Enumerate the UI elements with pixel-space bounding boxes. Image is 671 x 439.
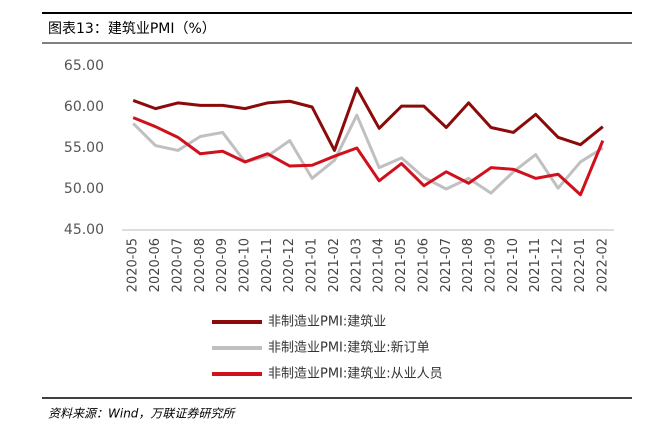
x-tick-label: 2020-12 [282,238,297,292]
x-tick-label: 2020-11 [260,238,275,292]
legend-label: 非制造业PMI:建筑业 [268,314,386,330]
x-tick-label: 2021-09 [484,238,499,292]
x-tick-label: 2021-07 [439,238,454,292]
x-tick-label: 2022-01 [573,238,588,292]
x-tick-label: 2020-09 [215,238,230,292]
x-tick-label: 2020-10 [238,238,253,292]
chart-title: 图表13：建筑业PMI（%） [48,21,216,37]
series-line [132,86,604,152]
x-tick-label: 2020-07 [170,238,185,292]
x-tick-label: 2021-05 [394,238,409,292]
y-tick-label: 60.00 [64,99,104,115]
legend-label: 非制造业PMI:建筑业:从业人员 [268,366,443,382]
legend-label: 非制造业PMI:建筑业:新订单 [268,340,430,356]
x-tick-label: 2021-06 [416,238,431,292]
x-tick-label: 2022-02 [595,238,610,292]
x-tick-label: 2021-03 [349,238,364,292]
y-tick-label: 45.00 [64,222,104,238]
source: 资料来源：Wind，万联证券研究所 [48,407,236,421]
x-tick-label: 2021-10 [506,238,521,292]
y-tick-label: 55.00 [64,140,104,156]
x-tick-label: 2020-06 [148,238,163,292]
y-tick-label: 65.00 [64,58,104,74]
series-line [132,116,605,197]
x-tick-label: 2021-02 [327,238,342,292]
x-tick-label: 2021-11 [528,238,543,292]
x-tick-label: 2020-05 [126,238,141,292]
x-tick-label: 2020-08 [193,238,208,292]
series-line [132,113,604,195]
x-tick-label: 2021-12 [551,238,566,292]
y-tick-label: 50.00 [64,181,104,197]
x-tick-label: 2021-08 [461,238,476,292]
x-tick-label: 2021-04 [372,238,387,292]
x-tick-label: 2021-01 [305,238,320,292]
